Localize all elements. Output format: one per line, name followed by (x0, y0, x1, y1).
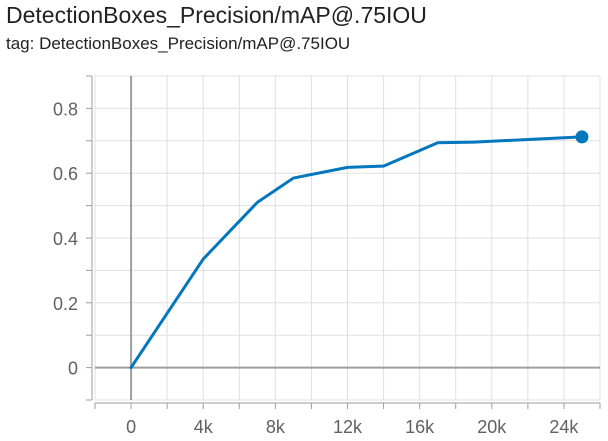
axes (86, 75, 601, 409)
series (129, 130, 589, 370)
x-tick-label: 12k (333, 417, 363, 437)
x-tick-label: 20k (477, 417, 507, 437)
y-tick-label: 0.4 (53, 229, 78, 249)
chart-tag: tag: DetectionBoxes_Precision/mAP@.75IOU (6, 34, 351, 53)
y-tick-label: 0.6 (53, 164, 78, 184)
chart-title: DetectionBoxes_Precision/mAP@.75IOU (6, 2, 427, 28)
y-tick-label: 0.2 (53, 294, 78, 314)
x-tick-label: 8k (266, 417, 286, 437)
x-tick-label: 16k (405, 417, 435, 437)
series-line (129, 135, 584, 370)
last-point-marker[interactable] (575, 130, 589, 144)
x-tick-label: 24k (549, 417, 579, 437)
y-tick-label: 0 (68, 359, 78, 379)
x-tick-label: 4k (194, 417, 214, 437)
y-tick-label: 0.8 (53, 99, 78, 119)
x-tick-label: 0 (126, 417, 136, 437)
grid (94, 75, 601, 401)
tick-labels: 0 4k 8k 12k 16k 20k 24k 0 0.2 0.4 0.6 0.8 (53, 99, 579, 437)
